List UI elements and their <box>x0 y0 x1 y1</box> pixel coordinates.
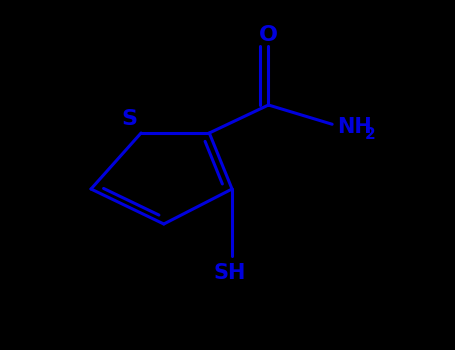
Text: S: S <box>121 109 138 129</box>
Text: 2: 2 <box>365 127 376 142</box>
Text: SH: SH <box>213 263 246 283</box>
Text: O: O <box>259 25 278 45</box>
Text: NH: NH <box>337 117 371 137</box>
